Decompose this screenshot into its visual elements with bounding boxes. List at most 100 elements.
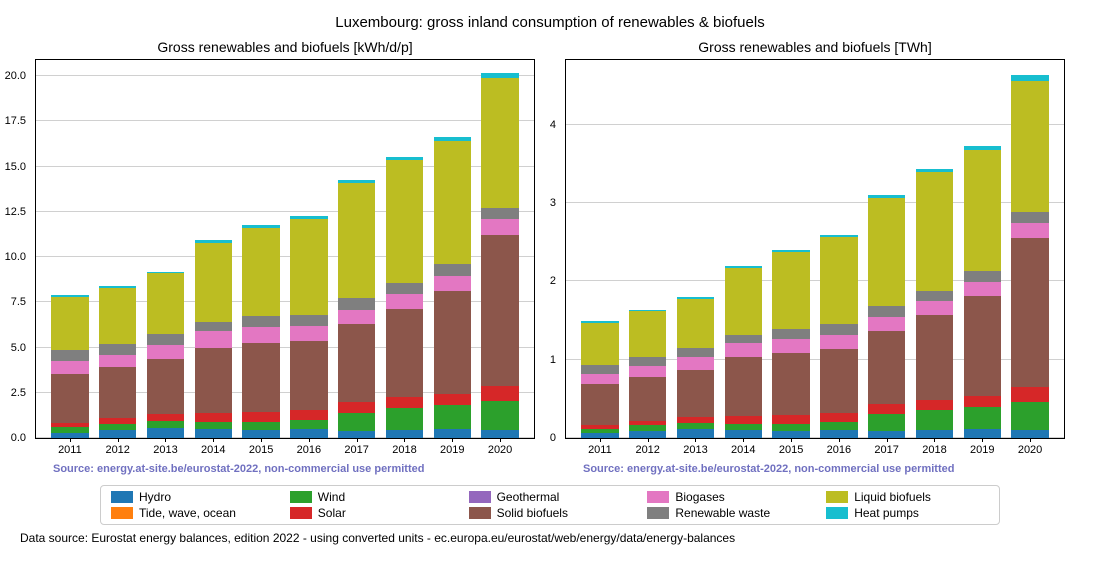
bar-segment-solid_biofuels	[1011, 238, 1048, 387]
xtick-label: 2012	[105, 438, 129, 456]
legend-swatch	[469, 491, 491, 503]
ytick-label: 5.0	[11, 342, 36, 354]
xtick-label: 2018	[392, 438, 416, 456]
bar-segment-solar	[434, 394, 471, 406]
bar-segment-liquid_biofuels	[581, 323, 618, 365]
bar-stack-2014	[725, 266, 762, 438]
bar-segment-renewable_waste	[242, 316, 279, 327]
bar-segment-biogases	[290, 326, 327, 341]
bar-segment-liquid_biofuels	[242, 228, 279, 316]
legend-swatch	[111, 507, 133, 519]
bar-segment-biogases	[147, 345, 184, 359]
bar-stack-2014	[195, 240, 232, 438]
legend-item-biogases: Biogases	[647, 490, 810, 504]
bar-segment-solid_biofuels	[868, 331, 905, 404]
bar-segment-biogases	[99, 355, 136, 368]
bar-segment-biogases	[386, 294, 423, 308]
bar-slot: 2017	[333, 60, 381, 438]
bar-segment-renewable_waste	[51, 350, 88, 361]
data-source-footer: Data source: Eurostat energy balances, e…	[20, 531, 1080, 545]
chart-title-left: Gross renewables and biofuels [kWh/d/p]	[35, 39, 535, 55]
bar-slot: 2020	[1006, 60, 1054, 438]
bar-segment-solid_biofuels	[677, 370, 714, 417]
bar-segment-liquid_biofuels	[916, 172, 953, 290]
bar-stack-2020	[1011, 75, 1048, 438]
bar-slot: 2016	[285, 60, 333, 438]
bar-segment-biogases	[581, 374, 618, 384]
ytick-label: 0.0	[11, 432, 36, 444]
bar-stack-2018	[386, 157, 423, 438]
source-line-right: Source: energy.at-site.be/eurostat-2022,…	[565, 463, 1065, 475]
bar-segment-hydro	[242, 430, 279, 438]
bar-segment-hydro	[481, 430, 518, 438]
bar-segment-hydro	[868, 431, 905, 438]
bar-segment-liquid_biofuels	[868, 198, 905, 306]
bar-segment-wind	[147, 421, 184, 428]
xtick-label: 2020	[1018, 438, 1042, 456]
xtick-label: 2016	[297, 438, 321, 456]
legend-label: Heat pumps	[854, 506, 919, 520]
legend-item-renewable_waste: Renewable waste	[647, 506, 810, 520]
bar-segment-renewable_waste	[147, 334, 184, 345]
ytick-label: 1	[550, 354, 566, 366]
bars-area: 2011201220132014201520162017201820192020	[566, 60, 1064, 438]
bar-segment-renewable_waste	[677, 348, 714, 357]
bar-segment-biogases	[338, 310, 375, 324]
bar-slot: 2019	[428, 60, 476, 438]
bar-segment-renewable_waste	[481, 208, 518, 219]
bar-segment-renewable_waste	[820, 324, 857, 334]
legend-swatch	[647, 507, 669, 519]
bar-segment-renewable_waste	[338, 298, 375, 310]
bar-segment-solar	[338, 402, 375, 413]
legend-swatch	[826, 491, 848, 503]
bar-segment-wind	[386, 408, 423, 430]
chart-title-right: Gross renewables and biofuels [TWh]	[565, 39, 1065, 55]
bar-segment-liquid_biofuels	[964, 150, 1001, 271]
bar-stack-2017	[868, 195, 905, 438]
bar-segment-hydro	[964, 429, 1001, 438]
bar-segment-renewable_waste	[1011, 212, 1048, 223]
bar-slot: 2012	[94, 60, 142, 438]
ytick-label: 3	[550, 197, 566, 209]
bar-segment-liquid_biofuels	[725, 268, 762, 335]
bar-segment-renewable_waste	[434, 264, 471, 276]
bar-segment-solar	[916, 400, 953, 410]
bar-slot: 2015	[237, 60, 285, 438]
bar-segment-liquid_biofuels	[386, 160, 423, 283]
bar-segment-solid_biofuels	[147, 359, 184, 413]
bar-segment-liquid_biofuels	[1011, 81, 1048, 212]
bar-stack-2013	[677, 297, 714, 438]
bar-slot: 2011	[46, 60, 94, 438]
bar-segment-solar	[868, 404, 905, 414]
xtick-label: 2011	[588, 438, 612, 456]
bar-stack-2015	[242, 225, 279, 438]
xtick-label: 2015	[779, 438, 803, 456]
bar-segment-solar	[147, 414, 184, 421]
legend-label: Biogases	[675, 490, 724, 504]
bar-segment-biogases	[51, 361, 88, 374]
xtick-label: 2014	[731, 438, 755, 456]
legend-swatch	[290, 507, 312, 519]
legend-item-hydro: Hydro	[111, 490, 274, 504]
bar-segment-renewable_waste	[290, 315, 327, 326]
bar-slot: 2015	[767, 60, 815, 438]
xtick-label: 2013	[683, 438, 707, 456]
ytick-label: 12.5	[5, 206, 36, 218]
xtick-label: 2018	[922, 438, 946, 456]
legend-label: Tide, wave, ocean	[139, 506, 236, 520]
bar-segment-wind	[481, 401, 518, 430]
charts-row: Gross renewables and biofuels [kWh/d/p] …	[20, 39, 1080, 475]
bar-segment-biogases	[916, 301, 953, 315]
bar-segment-wind	[242, 422, 279, 430]
legend-item-liquid_biofuels: Liquid biofuels	[826, 490, 989, 504]
bar-segment-solid_biofuels	[386, 309, 423, 398]
legend-label: Hydro	[139, 490, 171, 504]
legend: HydroTide, wave, oceanWindSolarGeotherma…	[100, 485, 1000, 525]
bar-segment-biogases	[481, 219, 518, 235]
bar-segment-solid_biofuels	[916, 315, 953, 400]
ytick-label: 2	[550, 275, 566, 287]
bar-segment-liquid_biofuels	[677, 299, 714, 348]
bar-segment-renewable_waste	[772, 329, 809, 338]
bar-segment-solid_biofuels	[195, 348, 232, 413]
bar-segment-wind	[1011, 402, 1048, 430]
